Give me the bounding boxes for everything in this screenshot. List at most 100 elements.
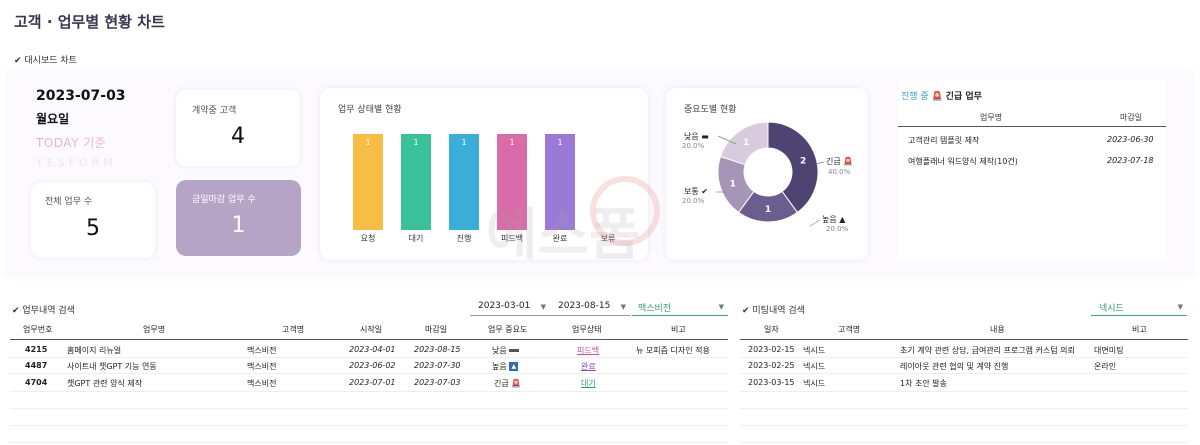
meeting-row-note: 대면미팅	[1094, 346, 1124, 355]
status-bar-value: 1	[509, 138, 515, 147]
priority-slice-value: 1	[730, 179, 736, 189]
priority-chart-card: 중요도별 현황 2 긴급 🚨 40.0% 1 높음 ▲ 20.0% 1 보통 ✔ 20.0% 1 낮…	[666, 88, 868, 260]
task-header-divider	[10, 339, 728, 340]
end-date-filter[interactable]: 2023-08-15 ▼	[550, 298, 630, 316]
urgent-row-name: 여행플래너 워드양식 제작(10건)	[908, 157, 1018, 166]
task-header-priority: 업무 중요도	[488, 325, 528, 334]
task-row-due: 2023-08-15	[414, 345, 461, 354]
task-row-priority: 낮음	[492, 345, 520, 356]
today-label: TODAY 기준	[36, 136, 107, 150]
end-date-value: 2023-08-15	[558, 301, 611, 311]
page-title: 고객 · 업무별 현황 차트	[14, 13, 165, 31]
priority-leader-line	[815, 161, 825, 165]
task-row-status-link[interactable]: 대기	[581, 379, 596, 388]
task-row-name: 챗GPT 관련 양식 제작	[67, 379, 143, 388]
chevron-down-icon: ▼	[540, 303, 546, 311]
today-date: 2023-07-03	[36, 88, 126, 104]
urgent-tasks-label: 금일마감 업무 수	[192, 195, 256, 205]
meeting-row-date: 2023-02-25	[748, 361, 795, 370]
row-divider	[740, 357, 1188, 358]
task-row-status-link[interactable]: 피드백	[577, 346, 600, 355]
priority-slice-label: 긴급 🚨	[826, 156, 853, 166]
task-header-customer: 고객명	[282, 325, 305, 334]
urgent-row-name: 고객관리 템플릿 제작	[908, 136, 980, 145]
priority-slice-value: 1	[765, 205, 771, 215]
chevron-down-icon: ▼	[620, 303, 626, 311]
contract-customers-card: 계약중 고객 4	[176, 90, 300, 166]
priority-donut-chart: 2 긴급 🚨40.0%1높음 ▲20.0%1보통 ✔20.0%1낮음 ▬20.0%	[682, 121, 853, 233]
meeting-row-customer: 넥시드	[803, 346, 826, 355]
meeting-row-date: 2023-03-15	[748, 378, 795, 387]
meeting-customer-filter[interactable]: 넥시드 ▼	[1091, 298, 1187, 316]
status-bar-value: 1	[461, 138, 467, 147]
row-divider	[740, 425, 1188, 426]
urgent-header-due: 마감일	[1120, 113, 1143, 122]
urgent-row-due: 2023-07-18	[1107, 156, 1154, 165]
urgent-panel-title-prefix: 진행 중	[901, 92, 929, 102]
task-row-customer: 맥스비전	[247, 362, 277, 371]
meeting-header-divider	[740, 339, 1188, 340]
task-row-customer: 맥스비전	[247, 346, 277, 355]
task-row-note: 뉴 모피즘 디자인 적용	[636, 346, 710, 355]
task-row-no: 4215	[25, 345, 48, 354]
row-divider	[740, 373, 1188, 374]
urgent-header-divider	[898, 126, 1166, 127]
task-header-name: 업무명	[143, 325, 166, 334]
meeting-row-customer: 넥시드	[803, 379, 826, 388]
task-row-start: 2023-04-01	[349, 345, 396, 354]
urgent-header-name: 업무명	[980, 113, 1003, 122]
meeting-row-customer: 넥시드	[803, 362, 826, 371]
urgent-panel: 진행 중 🚨 긴급 업무 업무명 마감일 고객관리 템플릿 제작 2023-06…	[898, 80, 1166, 262]
meeting-row-note: 온라인	[1094, 362, 1117, 371]
urgent-panel-title-suffix: 긴급 업무	[945, 92, 982, 102]
priority-label: 낮음	[492, 346, 507, 355]
status-bar-category: 진행	[456, 234, 472, 243]
priority-leader-line	[809, 219, 821, 227]
urgent-tasks-card: 금일마감 업무 수 1	[176, 180, 301, 256]
priority-slice-value: 2	[800, 157, 806, 167]
meeting-header-date: 일자	[764, 325, 779, 334]
row-divider	[10, 408, 728, 409]
status-bar	[449, 134, 479, 230]
task-header-due: 마감일	[425, 325, 448, 334]
start-date-filter[interactable]: 2023-03-01 ▼	[470, 298, 550, 316]
row-divider	[10, 357, 728, 358]
low-priority-icon	[509, 349, 520, 352]
task-row-start: 2023-07-01	[349, 378, 396, 387]
row-divider	[10, 391, 728, 392]
priority-label: 높음	[492, 362, 507, 371]
task-row-customer: 맥스비전	[247, 379, 277, 388]
task-row-status-link[interactable]: 완료	[581, 362, 596, 371]
meeting-search-section-label: ✔ 미팅내역 검색	[742, 306, 805, 316]
task-search-section-label: ✔ 업무내역 검색	[12, 306, 75, 316]
task-row-name: 홈페이지 리뉴얼	[67, 346, 122, 355]
high-priority-icon: ▲	[509, 362, 519, 371]
meeting-header-content: 내용	[990, 325, 1005, 334]
status-bar-value: 1	[557, 138, 563, 147]
status-bar-chart: 1 요청 1 대기 1 진행 1 피드백 1 완료 보류	[320, 88, 648, 260]
status-bar-value: 1	[413, 138, 419, 147]
urgent-tasks-value: 1	[231, 213, 246, 238]
row-divider	[10, 442, 728, 443]
meeting-row-content: 초기 계약 관련 상담, 급여관리 프로그램 커스텀 의뢰	[900, 346, 1075, 355]
row-divider	[740, 408, 1188, 409]
meeting-row-content: 1차 초안 발송	[900, 379, 947, 388]
priority-slice-value: 1	[743, 138, 749, 148]
chevron-down-icon: ▼	[1177, 303, 1183, 311]
priority-leader-line	[717, 135, 737, 145]
priority-chart-title: 중요도별 현황	[684, 105, 737, 115]
row-divider	[740, 442, 1188, 443]
task-row-no: 4704	[25, 378, 48, 387]
task-customer-filter[interactable]: 맥스비전 ▼	[632, 298, 728, 316]
row-divider	[10, 373, 728, 374]
status-bar-category: 요청	[360, 234, 376, 243]
status-bar-category: 피드백	[500, 234, 524, 243]
status-bar	[497, 134, 527, 230]
contract-customers-value: 4	[231, 124, 245, 149]
meeting-row-content: 레이아웃 관련 협의 및 계약 진행	[900, 362, 1009, 371]
status-bar-category: 대기	[408, 234, 424, 243]
task-header-no: 업무번호	[23, 325, 53, 334]
priority-slice-percent: 20.0%	[682, 142, 705, 150]
status-chart-title: 업무 상태별 현황	[338, 105, 402, 115]
status-chart-card: 업무 상태별 현황 1 요청 1 대기 1 진행 1 피드백 1 완료 보류	[320, 88, 648, 260]
